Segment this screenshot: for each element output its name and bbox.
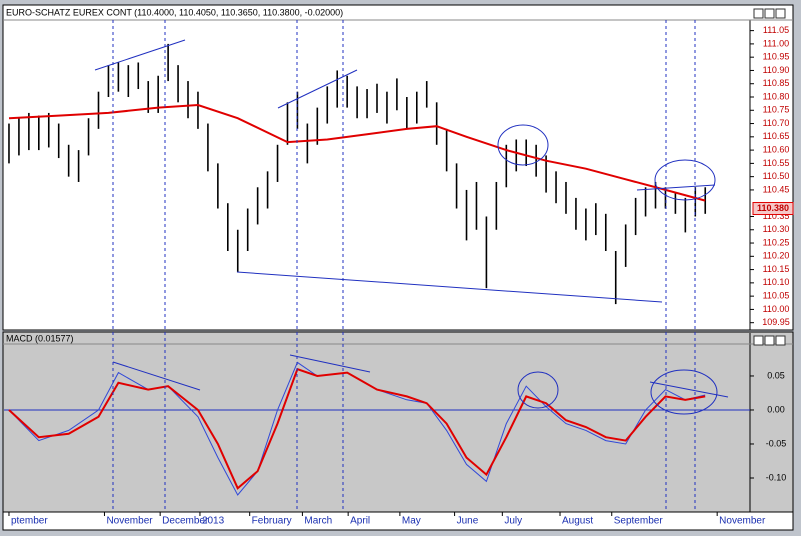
trend-line xyxy=(112,361,201,391)
x-tick-label: September xyxy=(614,516,664,527)
y-tick-label: 110.50 xyxy=(763,171,790,181)
y-tick-label: 110.90 xyxy=(763,65,790,75)
highlight-ellipse xyxy=(517,371,559,409)
macd-title: MACD (0.01577) xyxy=(6,333,74,343)
y-tick-label: 110.55 xyxy=(763,158,790,168)
y-tick-label: 110.35 xyxy=(763,211,790,221)
y-tick-label: 110.20 xyxy=(763,251,790,261)
y-tick-label: 0.00 xyxy=(767,404,785,414)
x-tick-label: April xyxy=(350,516,370,527)
y-tick-label: 110.05 xyxy=(763,291,790,301)
trend-line xyxy=(236,271,663,303)
trend-line xyxy=(289,354,371,373)
y-tick-label: 109.95 xyxy=(762,317,790,327)
trend-line xyxy=(649,381,729,398)
window-buttons[interactable] xyxy=(753,8,786,346)
y-tick-label: 110.80 xyxy=(763,91,790,101)
trend-line xyxy=(277,69,358,109)
y-tick-label: -0.10 xyxy=(766,472,787,482)
x-tick-label: November xyxy=(106,516,153,527)
x-tick-label: August xyxy=(562,516,593,527)
macd-plot xyxy=(4,344,750,512)
highlight-ellipse xyxy=(654,159,716,201)
close-button[interactable] xyxy=(775,335,786,346)
y-tick-label: 110.30 xyxy=(763,224,790,234)
y-tick-label: 110.70 xyxy=(763,118,790,128)
y-tick-label: 111.00 xyxy=(763,38,789,48)
moving-average xyxy=(8,103,706,202)
macd-axis xyxy=(750,333,792,512)
y-tick-label: 0.05 xyxy=(767,370,785,380)
x-tick-label: July xyxy=(504,516,522,527)
highlight-ellipse xyxy=(497,124,549,166)
y-tick-label: 110.45 xyxy=(763,184,790,194)
minimize-button[interactable] xyxy=(753,8,764,19)
x-tick-label: May xyxy=(402,516,421,527)
x-tick-label: 2013 xyxy=(202,516,225,527)
last-price-box xyxy=(752,202,794,216)
y-tick-label: -0.05 xyxy=(766,438,787,448)
x-tick-label: February xyxy=(252,516,292,527)
y-tick-label: 110.15 xyxy=(763,264,790,274)
x-tick-label: ptember xyxy=(11,516,48,527)
trend-line xyxy=(94,39,186,71)
trend-line xyxy=(636,184,716,191)
y-tick-label: 110.95 xyxy=(763,52,790,62)
annotations xyxy=(94,20,729,512)
y-tick-label: 110.60 xyxy=(763,144,790,154)
macd-line xyxy=(8,367,706,490)
x-tick-label: June xyxy=(457,516,479,527)
cycle-lines xyxy=(112,20,696,512)
highlight-ellipse xyxy=(650,369,718,415)
y-tick-label: 110.10 xyxy=(763,277,790,287)
x-tick-label: December xyxy=(162,516,209,527)
x-tick-label: November xyxy=(719,516,766,527)
y-tick-label: 110.75 xyxy=(763,105,790,115)
maximize-button[interactable] xyxy=(764,8,775,19)
date-axis xyxy=(2,511,794,531)
y-tick-label: 110.00 xyxy=(763,304,790,314)
x-tick-label: March xyxy=(304,516,332,527)
price-panel xyxy=(2,4,794,331)
y-tick-label: 110.65 xyxy=(763,131,790,141)
last-price-label: 110.380 xyxy=(757,203,789,213)
minimize-button[interactable] xyxy=(753,335,764,346)
price-title: EURO-SCHATZ EUREX CONT (110.4000, 110.40… xyxy=(6,7,343,17)
close-button[interactable] xyxy=(775,8,786,19)
y-tick-label: 111.05 xyxy=(763,25,789,35)
y-tick-label: 110.85 xyxy=(763,78,790,88)
y-tick-label: 110.25 xyxy=(763,237,790,247)
maximize-button[interactable] xyxy=(764,335,775,346)
